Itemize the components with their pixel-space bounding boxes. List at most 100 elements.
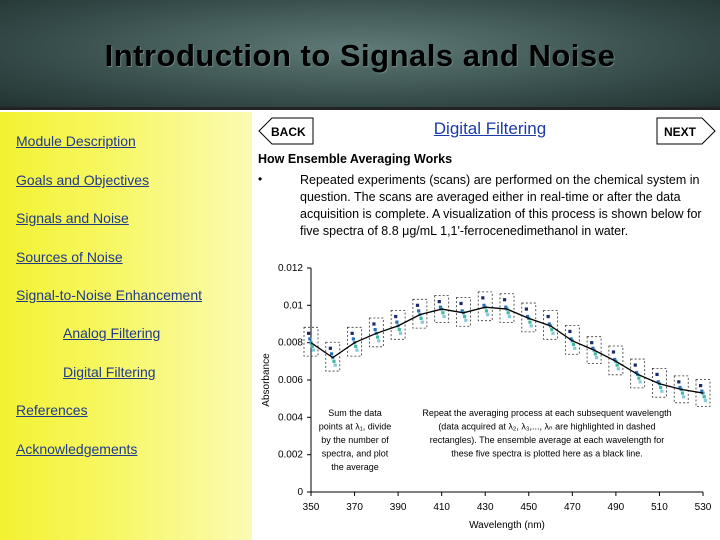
- sidebar-item-signals-and-noise[interactable]: Signals and Noise: [16, 210, 129, 226]
- spectrum-point: [700, 389, 704, 393]
- spectrum-point: [525, 314, 530, 319]
- spectrum-point: [486, 313, 490, 317]
- annotation-repeat-text: rectangles). The ensemble average at eac…: [430, 435, 664, 445]
- x-tick-label: 510: [651, 502, 668, 513]
- wavelength-group-rect: [368, 317, 384, 348]
- sidebar-item-analog-filtering[interactable]: Analog Filtering: [63, 325, 161, 341]
- back-button[interactable]: BACK: [258, 117, 314, 145]
- wavelength-group-rect: [673, 375, 689, 404]
- spectrum-point: [682, 395, 686, 399]
- x-tick-label: 370: [346, 502, 363, 513]
- annotation-repeat-text: these five spectra is plotted here as a …: [451, 449, 643, 459]
- wavelength-group-rect: [608, 345, 624, 376]
- spectrum-point: [678, 385, 682, 390]
- x-tick-label: 390: [390, 502, 407, 513]
- bullet-text: Repeated experiments (scans) are perform…: [300, 173, 702, 238]
- spectrum-point: [329, 352, 334, 356]
- annotation-sum-text: spectra, and plot: [322, 449, 389, 459]
- spectrum-point: [372, 322, 376, 326]
- spectrum-point: [528, 320, 532, 324]
- spectrum-point: [460, 309, 464, 313]
- spectrum-point: [375, 335, 380, 339]
- spectrum-point: [395, 320, 399, 324]
- spectrum-point: [504, 305, 508, 309]
- spectrum-point: [307, 331, 311, 335]
- x-tick-label: 410: [433, 502, 450, 513]
- spectrum-point: [438, 305, 443, 309]
- sidebar-item-signal-to-noise-enhancement[interactable]: Signal-to-Noise Enhancement: [16, 287, 202, 303]
- spectrum-point: [529, 324, 533, 328]
- spectrum-point: [442, 314, 446, 319]
- annotation-sum-text: points at λ₁, divide: [319, 422, 392, 432]
- spectrum-point: [354, 344, 358, 348]
- sidebar-item-digital-filtering[interactable]: Digital Filtering: [63, 364, 156, 380]
- spectrum-point: [308, 337, 312, 341]
- spectrum-point: [507, 314, 511, 319]
- spectrum-point: [373, 328, 377, 332]
- sidebar: Module Description Goals and Objectives …: [0, 112, 252, 540]
- spectrum-point: [613, 357, 617, 362]
- spectrum-point: [551, 331, 555, 335]
- wavelength-group-rect: [434, 295, 450, 323]
- wavelength-group-rect: [586, 336, 602, 364]
- y-tick-label: 0.008: [278, 338, 303, 349]
- spectrum-point: [547, 322, 551, 326]
- spectrum-point: [655, 372, 659, 376]
- next-label: NEXT: [664, 125, 697, 139]
- spectrum-point: [568, 329, 572, 334]
- spectrum-point: [680, 391, 685, 395]
- spectrum-point: [503, 298, 507, 302]
- spectrum-point: [417, 309, 421, 313]
- spectrum-point: [350, 331, 354, 335]
- back-label: BACK: [271, 125, 306, 139]
- spectrum-point: [703, 398, 707, 403]
- x-tick-label: 530: [695, 502, 712, 513]
- spectrum-point: [328, 346, 332, 350]
- header-banner: Introduction to Signals and Noise: [0, 0, 720, 110]
- spectrum-point: [656, 380, 660, 384]
- y-tick-label: 0.012: [278, 263, 303, 274]
- spectrum-point: [611, 350, 616, 354]
- spectrum-point: [546, 314, 550, 319]
- spectrum-point: [441, 311, 445, 315]
- spectrum-point: [550, 328, 554, 332]
- spectrum-point: [569, 337, 573, 341]
- wavelength-group-rect: [412, 298, 428, 329]
- spectrum-point: [355, 348, 359, 352]
- sidebar-item-goals-and-objectives[interactable]: Goals and Objectives: [16, 172, 150, 188]
- next-button[interactable]: NEXT: [656, 117, 716, 145]
- wavelength-group-rect: [325, 341, 341, 372]
- bullet-icon: •: [258, 172, 263, 186]
- spectrum-point: [659, 385, 663, 390]
- y-axis-label: Absorbance: [261, 353, 272, 407]
- spectrum-point: [415, 303, 420, 307]
- spectrum-point: [677, 380, 681, 384]
- spectrum-point: [615, 363, 619, 367]
- wavelength-group-rect: [456, 297, 471, 327]
- sidebar-item-references[interactable]: References: [16, 402, 88, 418]
- wavelength-group-rect: [347, 326, 362, 357]
- spectrum-point: [333, 363, 337, 367]
- wavelength-group-rect: [652, 368, 667, 398]
- next-arrow-icon: [656, 117, 716, 145]
- spectrum-point: [638, 380, 642, 384]
- spectrum-point: [398, 331, 403, 335]
- spectrum-point: [420, 320, 424, 324]
- spectrum-point: [524, 307, 528, 311]
- spectrum-point: [594, 356, 599, 360]
- x-tick-label: 470: [564, 502, 581, 513]
- spectrum-point: [419, 316, 423, 320]
- x-tick-label: 430: [477, 502, 494, 513]
- y-tick-label: 0.01: [284, 300, 304, 311]
- wavelength-group-rect: [499, 293, 515, 323]
- ensemble-average-chart: 0 0.002 0.004 0.006 0.008 0.01 0.012 350 370 390 4…: [261, 263, 712, 531]
- section-title: Digital Filtering: [433, 119, 547, 138]
- spectrum-point: [464, 318, 468, 322]
- spectrum-point: [571, 342, 576, 347]
- sidebar-item-module-description[interactable]: Module Description: [16, 133, 136, 149]
- spectrum-point: [332, 359, 336, 363]
- sidebar-item-sources-of-noise[interactable]: Sources of Noise: [16, 249, 123, 265]
- sidebar-item-acknowledgements[interactable]: Acknowledgements: [16, 441, 138, 457]
- wavelength-group-rect: [303, 326, 319, 357]
- spectrum-point: [310, 344, 314, 348]
